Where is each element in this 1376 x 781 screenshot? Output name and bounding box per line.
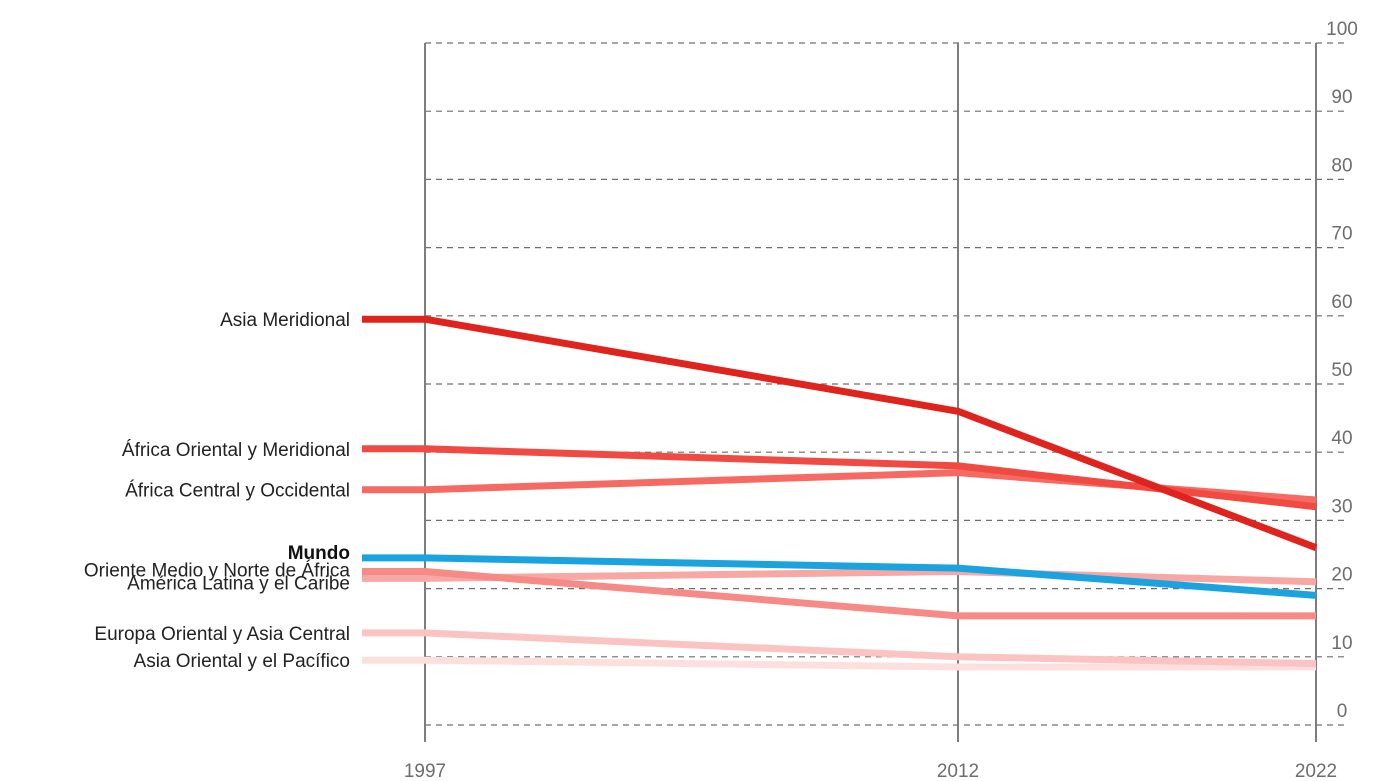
gridlines: [425, 42, 1346, 726]
y-tick-label: 30: [1331, 496, 1352, 517]
series-label: África Central y Occidental: [125, 481, 350, 502]
y-axis-ticks: 0 10 20 30 40 50 60 70 80 90 100: [1326, 19, 1358, 722]
series-label: América Latina y el Caribe: [127, 573, 350, 594]
series-label: África Oriental y Meridional: [122, 440, 350, 461]
series-label: Asia Oriental y el Pacífico: [134, 651, 350, 672]
y-tick-label: 10: [1331, 633, 1352, 654]
series-label: Oriente Medio y Norte de África: [84, 561, 351, 582]
series-line: [362, 568, 1316, 620]
y-tick-label: 60: [1331, 292, 1352, 313]
x-tick-label: 2012: [937, 761, 979, 781]
series-line: [362, 656, 1316, 671]
y-tick-label: 70: [1331, 224, 1352, 245]
series-line: [362, 315, 1318, 551]
series-labels: Asia Meridional África Oriental y Meridio…: [84, 310, 351, 672]
x-tick-label: 2022: [1295, 761, 1337, 781]
series-lines: [362, 315, 1318, 671]
series-line: [362, 629, 1317, 668]
y-tick-label: 20: [1331, 565, 1352, 586]
series-label: Europa Oriental y Asia Central: [94, 624, 350, 645]
x-tick-label: 1997: [404, 761, 446, 781]
y-tick-label: 80: [1331, 155, 1352, 176]
year-verticals: [424, 43, 1317, 742]
y-tick-label: 90: [1331, 87, 1352, 108]
series-line: [362, 445, 1317, 511]
series-label: Mundo: [288, 543, 350, 564]
series-label: Asia Meridional: [220, 310, 350, 331]
x-axis-ticks: 1997 2012 2022: [404, 761, 1337, 781]
y-tick-label: 0: [1337, 701, 1348, 722]
series-line: [362, 568, 1317, 586]
y-tick-label: 50: [1331, 360, 1352, 381]
y-tick-label: 40: [1331, 428, 1352, 449]
series-line: [362, 554, 1317, 599]
y-tick-label: 100: [1326, 19, 1358, 40]
